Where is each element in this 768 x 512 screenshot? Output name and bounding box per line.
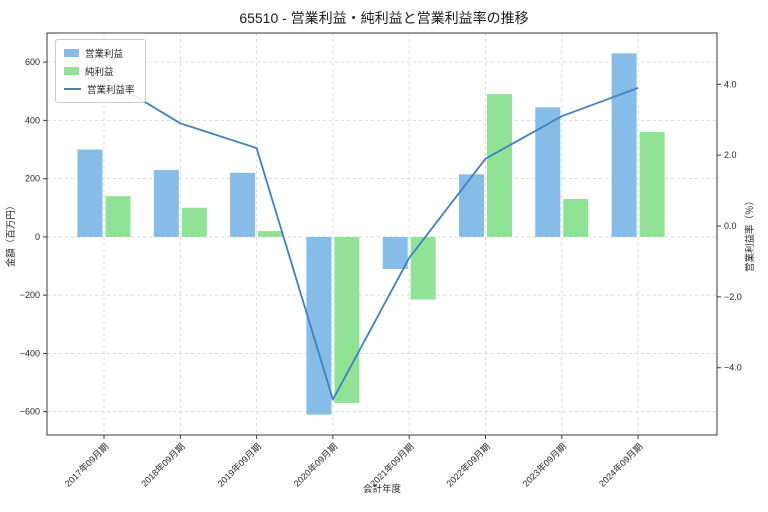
x-tick-label: 2023年09月期 [520, 441, 568, 489]
x-tick-label: 2017年09月期 [62, 441, 110, 489]
bar-operating-profit [77, 149, 103, 237]
legend-bar-swatch [64, 49, 79, 57]
legend-item: 営業利益 [64, 46, 135, 60]
bar-operating-profit [382, 236, 408, 269]
y-tick-label-right: 0.0 [724, 221, 737, 231]
legend: 営業利益純利益営業利益率 [55, 39, 146, 103]
bar-operating-profit [611, 53, 637, 237]
x-tick-label: 2022年09月期 [444, 441, 492, 489]
y-tick-label-right: 2.0 [724, 150, 737, 160]
y-axis-label-right: 営業利益率（％） [744, 196, 756, 272]
chart-title: 65510 - 営業利益・純利益と営業利益率の推移 [239, 10, 529, 26]
bar-operating-profit [459, 174, 484, 237]
y-tick-label-right: −4.0 [724, 363, 742, 373]
y-tick-label-left: 200 [25, 174, 40, 184]
bar-net-profit [334, 236, 360, 403]
y-axis-label-left: 金額（百万円） [5, 201, 17, 268]
bar-net-profit [410, 236, 436, 300]
x-tick-label: 2024年09月期 [596, 441, 644, 489]
y-tick-label-left: −400 [20, 348, 40, 358]
x-tick-label: 2018年09月期 [139, 441, 187, 489]
plot-border [46, 32, 718, 436]
legend-item: 純利益 [64, 64, 135, 78]
y-tick-label-left: −200 [20, 290, 40, 300]
legend-line-swatch [64, 88, 81, 90]
legend-item: 営業利益率 [64, 82, 135, 96]
bar-net-profit [105, 196, 131, 237]
y-tick-label-left: 600 [25, 57, 40, 67]
x-tick-label: 2021年09月期 [367, 441, 415, 489]
legend-label: 営業利益 [85, 49, 124, 60]
legend-label: 純利益 [85, 67, 114, 78]
y-tick-label-left: −600 [20, 407, 40, 417]
y-tick-label-left: 400 [25, 115, 40, 125]
x-tick-label: 2020年09月期 [291, 441, 339, 489]
bar-net-profit [487, 94, 512, 237]
profit-margin-line [103, 76, 639, 401]
x-tick-label: 2019年09月期 [215, 441, 263, 489]
bar-net-profit [181, 207, 207, 237]
y-tick-label-right: −2.0 [724, 292, 742, 302]
x-axis-label: 会計年度 [363, 483, 402, 495]
legend-bar-swatch [64, 67, 79, 75]
bar-net-profit [563, 199, 589, 237]
bar-net-profit [639, 132, 665, 237]
legend-label: 営業利益率 [87, 85, 135, 96]
bar-operating-profit [535, 107, 561, 237]
bar-net-profit [258, 231, 284, 237]
y-tick-label-right: 4.0 [724, 79, 737, 89]
y-tick-label-left: 0 [35, 232, 40, 242]
bar-operating-profit [230, 172, 256, 237]
bar-operating-profit [153, 169, 179, 237]
